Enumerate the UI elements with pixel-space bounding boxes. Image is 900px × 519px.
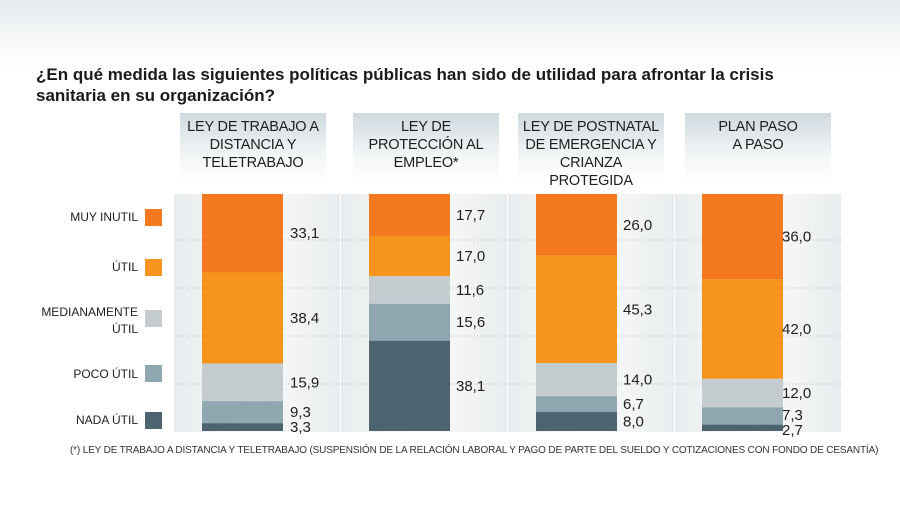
category-header-line: PROTECCIÓN AL [368,137,484,153]
data-label: 8,0 [623,414,644,431]
legend-swatch-util [145,259,162,276]
data-label: 36,0 [782,229,811,246]
category-header-text: PLAN PASO A PASO [678,118,838,154]
data-label: 2,7 [782,422,803,439]
legend-swatch-poco-util [145,365,162,382]
data-label: 7,3 [782,407,803,424]
data-label: 17,7 [456,207,485,224]
chart-title: ¿En qué medida las siguientes políticas … [36,65,774,105]
bar-segment [702,279,783,379]
category-header-text: LEY DE POSTNATAL DE EMERGENCIA Y CRIANZA… [511,118,671,190]
category-header-text: LEY DE PROTECCIÓN AL EMPLEO* [346,118,506,172]
footnote: (*) LEY DE TRABAJO A DISTANCIA Y TELETRA… [70,445,879,456]
bar-segment [202,272,283,364]
bar-segment [702,424,783,431]
bar-segment [369,340,450,431]
bar-segment [202,423,283,431]
bar-segment [702,378,783,408]
category-header-line: LEY DE [400,119,452,135]
category-header-line: EMPLEO* [393,155,459,171]
category-header-line: CRIANZA [559,155,623,171]
category-header-bg [518,113,664,183]
legend-label-nada-util: NADA ÚTIL [75,413,138,427]
bar-segment [202,363,283,402]
bar-segment [536,362,617,397]
category-header-line: PROTEGIDA [549,173,633,189]
data-label: 38,1 [456,378,485,395]
category-header-bg [685,113,831,183]
legend-label-muy-inutil: MUY INUTIL [70,210,138,224]
bar-segment [369,303,450,341]
category-header-bg [353,113,499,183]
bar-segment [202,401,283,424]
data-label: 9,3 [290,404,311,421]
data-label: 26,0 [623,217,652,234]
legend-label-poco-util: POCO ÚTIL [73,367,138,381]
category-header-line: DISTANCIA Y [209,137,297,153]
category-header-line: DE EMERGENCIA Y [525,137,657,153]
category-header-text: LEY DE TRABAJO A DISTANCIA Y TELETRABAJO [173,118,333,172]
bar-segment [536,412,617,431]
data-label: 11,6 [456,282,484,299]
data-label: 33,1 [290,225,319,242]
category-header-line: TELETRABAJO [202,155,304,171]
legend-label-util: ÚTIL [111,260,138,274]
bar-segment [702,194,783,280]
data-label: 3,3 [290,419,311,436]
data-label: 15,9 [290,374,319,391]
data-label: 42,0 [782,321,811,338]
data-label: 14,0 [623,372,652,389]
data-label: 45,3 [623,301,652,318]
bar-segment [202,194,283,273]
category-header-line: LEY DE POSTNATAL [522,119,660,135]
bar-segment [536,255,617,363]
legend-swatch-muy-inutil [145,209,162,226]
category-header-line: A PASO [732,137,784,153]
bar-segment [702,407,783,425]
bar-segment [369,235,450,277]
data-label: 12,0 [782,385,811,402]
data-label: 17,0 [456,248,485,265]
legend-swatch-nada-util [145,412,162,429]
category-header-line: PLAN PASO [718,119,798,135]
data-label: 6,7 [623,396,644,413]
data-label: 38,4 [290,310,319,327]
category-header-line: LEY DE TRABAJO A [187,119,319,135]
category-header-bg [180,113,326,183]
legend-label-medianamente-util: MEDIANAMENTE ÚTIL [41,305,138,336]
bar-segment [369,194,450,236]
bar-segment [536,194,617,256]
legend-swatch-medianamente-util [145,310,162,327]
data-label: 15,6 [456,314,485,331]
bar-segment [536,396,617,413]
bar-segment [369,276,450,304]
